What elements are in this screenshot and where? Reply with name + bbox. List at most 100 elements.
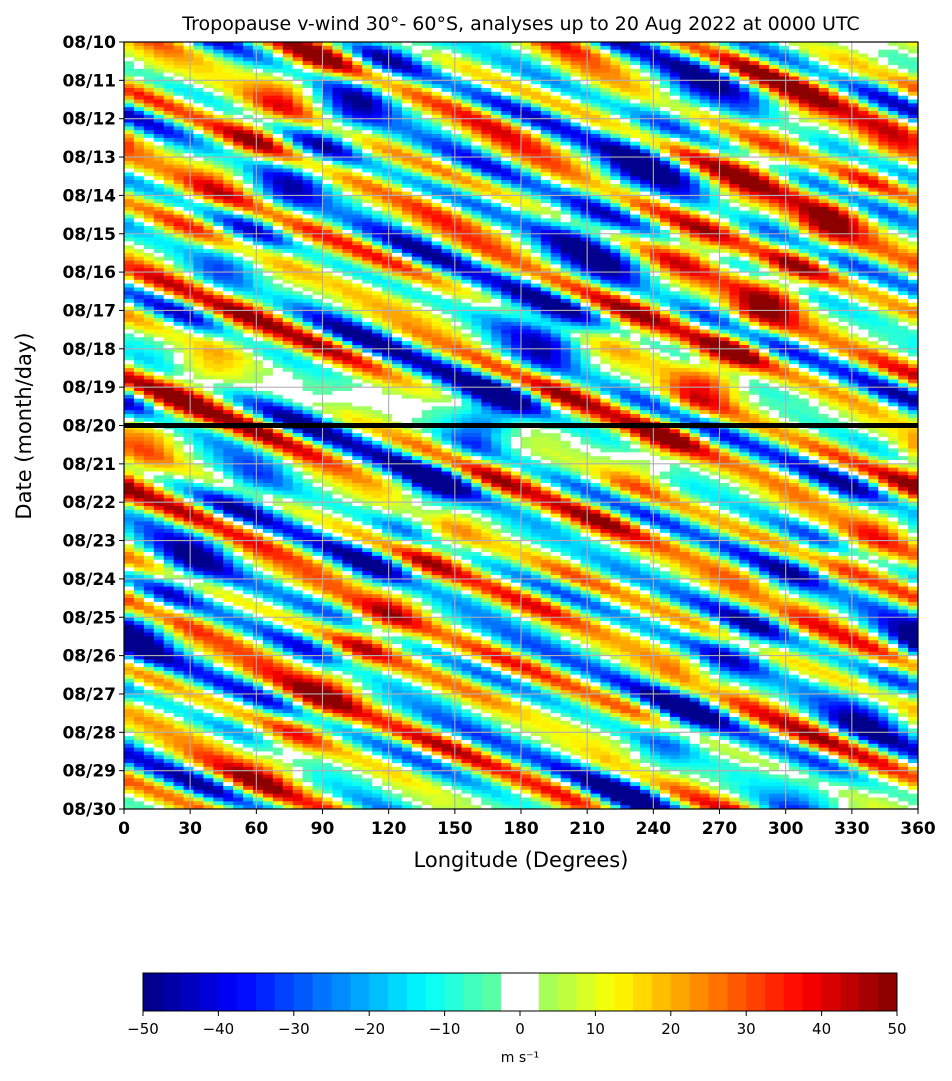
heatmap-cell — [124, 88, 135, 93]
heatmap-cell — [858, 172, 869, 177]
heatmap-cell — [133, 218, 145, 223]
heatmap-cell — [302, 218, 314, 223]
heatmap-cell — [292, 61, 304, 66]
heatmap-cell — [759, 214, 770, 220]
heatmap-cell — [411, 111, 423, 116]
heatmap-cell — [818, 76, 830, 81]
heatmap-cell — [838, 61, 850, 66]
heatmap-cell — [640, 268, 651, 273]
heatmap-cell — [580, 130, 592, 135]
heatmap-cell — [878, 275, 889, 281]
heatmap-cell — [550, 80, 562, 85]
heatmap-cell — [560, 99, 572, 104]
heatmap-cell — [669, 187, 681, 193]
heatmap-cell — [173, 176, 185, 181]
heatmap-cell — [312, 210, 324, 216]
heatmap-cell — [630, 272, 641, 277]
heatmap-cell — [620, 206, 631, 212]
heatmap-cell — [391, 183, 403, 189]
heatmap-cell — [838, 118, 850, 124]
heatmap-cell — [421, 191, 433, 196]
heatmap-cell — [401, 153, 413, 158]
heatmap-cell — [769, 272, 780, 277]
heatmap-cell — [798, 203, 810, 208]
heatmap-cell — [719, 122, 731, 127]
heatmap-cell — [560, 218, 572, 223]
heatmap-cell — [431, 130, 443, 135]
heatmap-cell — [312, 65, 324, 70]
heatmap-cell — [451, 65, 463, 70]
heatmap-cell — [411, 272, 423, 277]
heatmap-cell — [253, 95, 264, 101]
heatmap-cell — [133, 187, 145, 193]
heatmap-cell — [372, 272, 383, 277]
heatmap-cell — [203, 42, 214, 47]
heatmap-cell — [729, 252, 740, 258]
heatmap-cell — [580, 164, 592, 170]
heatmap-cell — [759, 218, 770, 223]
heatmap-cell — [282, 195, 294, 200]
heatmap-cell — [898, 149, 909, 154]
heatmap-cell — [401, 141, 413, 147]
heatmap-cell — [322, 45, 334, 51]
heatmap-cell — [640, 237, 651, 243]
heatmap-cell — [501, 249, 512, 254]
heatmap-cell — [262, 222, 274, 227]
heatmap-cell — [312, 272, 324, 277]
heatmap-cell — [312, 153, 324, 158]
heatmap-cell — [769, 149, 780, 154]
heatmap-cell — [223, 245, 234, 250]
heatmap-cell — [828, 137, 840, 143]
heatmap-cell — [521, 172, 532, 177]
heatmap-cell — [342, 137, 353, 143]
heatmap-cell — [600, 141, 611, 147]
heatmap-cell — [540, 99, 552, 104]
heatmap-cell — [143, 260, 155, 266]
heatmap-cell — [372, 84, 383, 89]
heatmap-cell — [262, 49, 274, 55]
heatmap-cell — [719, 53, 731, 58]
heatmap-cell — [838, 88, 850, 93]
heatmap-cell — [838, 214, 850, 220]
heatmap-cell — [689, 237, 701, 243]
heatmap-cell — [600, 199, 611, 204]
heatmap-cell — [788, 229, 800, 235]
heatmap-cell — [262, 241, 274, 246]
heatmap-cell — [511, 61, 522, 66]
heatmap-cell — [332, 111, 343, 116]
heatmap-cell — [282, 45, 294, 51]
heatmap-cell — [560, 275, 572, 281]
heatmap-cell — [699, 57, 711, 62]
heatmap-cell — [808, 103, 820, 108]
heatmap-cell — [342, 114, 353, 120]
heatmap-cell — [143, 157, 155, 162]
heatmap-cell — [481, 206, 492, 212]
heatmap-cell — [878, 99, 889, 104]
heatmap-cell — [332, 233, 343, 239]
heatmap-cell — [391, 118, 403, 124]
heatmap-cell — [272, 260, 284, 266]
heatmap-cell — [362, 57, 373, 62]
heatmap-cell — [679, 214, 691, 220]
heatmap-cell — [441, 210, 453, 216]
heatmap-cell — [709, 245, 721, 250]
heatmap-cell — [411, 103, 423, 108]
heatmap-cell — [233, 76, 244, 81]
heatmap-cell — [461, 72, 472, 78]
heatmap-cell — [143, 233, 155, 239]
heatmap-cell — [382, 88, 393, 93]
heatmap-cell — [253, 88, 264, 93]
heatmap-cell — [590, 80, 601, 85]
heatmap-cell — [858, 42, 869, 47]
heatmap-cell — [530, 203, 542, 208]
heatmap-cell — [798, 210, 810, 216]
heatmap-cell — [292, 122, 304, 127]
heatmap-cell — [401, 80, 413, 85]
heatmap-cell — [808, 122, 820, 127]
heatmap-cell — [163, 49, 175, 55]
heatmap-cell — [878, 210, 889, 216]
heatmap-cell — [193, 229, 204, 235]
heatmap-cell — [630, 122, 641, 127]
heatmap-cell — [798, 49, 810, 55]
heatmap-cell — [878, 249, 889, 254]
